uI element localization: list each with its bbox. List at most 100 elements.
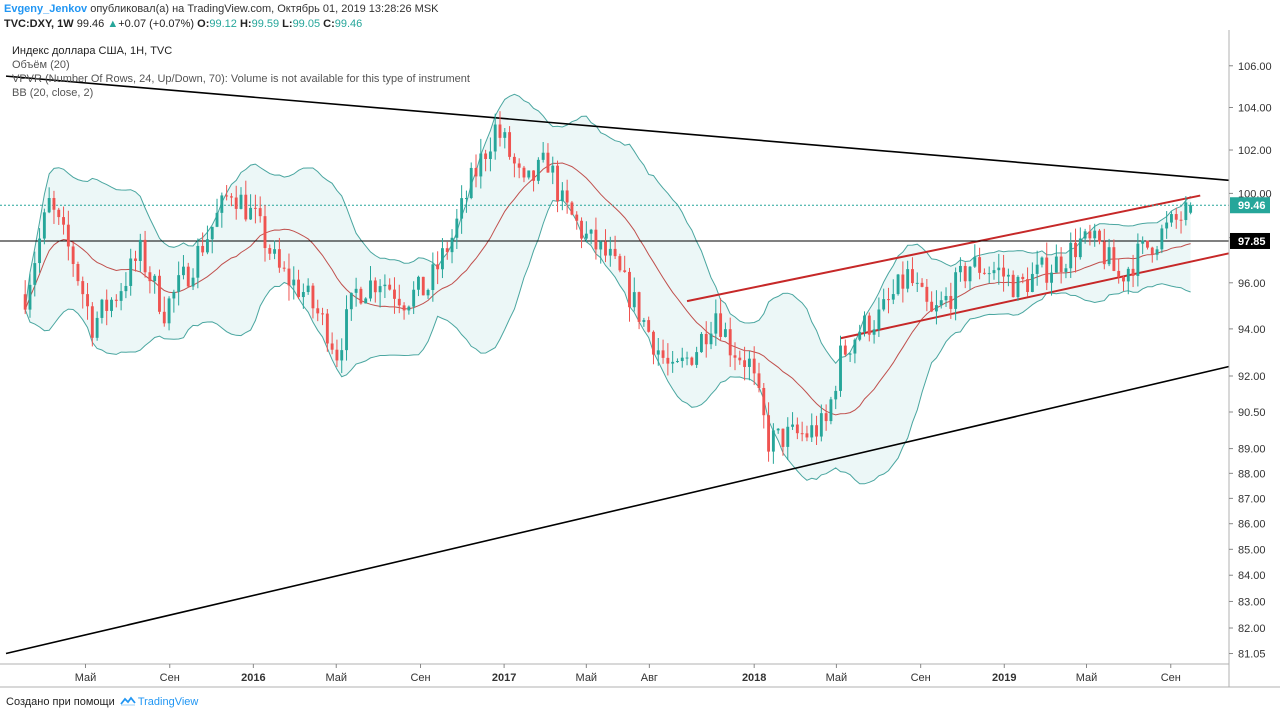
candle bbox=[527, 170, 531, 180]
candle bbox=[129, 248, 133, 296]
candle bbox=[373, 277, 377, 303]
candle bbox=[330, 332, 334, 355]
candle bbox=[795, 417, 799, 440]
x-tick-label: 2018 bbox=[742, 672, 766, 684]
candle bbox=[282, 261, 286, 272]
candle bbox=[915, 272, 919, 293]
candle bbox=[1078, 227, 1082, 260]
candle bbox=[1026, 267, 1030, 297]
open-label: O: bbox=[197, 18, 210, 30]
publish-info: Evgeny_Jenkov опубликовал(а) на TradingV… bbox=[4, 2, 439, 16]
candle bbox=[81, 276, 85, 309]
candle bbox=[479, 138, 483, 189]
candle bbox=[359, 286, 363, 305]
author-name[interactable]: Evgeny_Jenkov bbox=[4, 3, 88, 15]
candle bbox=[1179, 211, 1183, 234]
candle bbox=[148, 266, 152, 294]
candle bbox=[306, 278, 310, 295]
candle bbox=[143, 230, 147, 278]
candle bbox=[1165, 211, 1169, 239]
candle bbox=[1006, 268, 1010, 287]
legend-vpvr[interactable]: VPVR (Number Of Rows, 24, Up/Down, 70): … bbox=[12, 73, 470, 85]
candle bbox=[939, 291, 943, 309]
candle bbox=[110, 297, 113, 318]
candle bbox=[426, 288, 430, 299]
candle bbox=[618, 253, 622, 273]
candle bbox=[383, 274, 387, 299]
resistance-line[interactable] bbox=[5, 75, 1230, 182]
bb-upper bbox=[24, 93, 1191, 364]
candle bbox=[474, 154, 478, 188]
candle bbox=[412, 281, 416, 315]
candle bbox=[580, 217, 583, 249]
candle bbox=[637, 291, 641, 330]
candle bbox=[258, 196, 262, 223]
candle bbox=[599, 240, 603, 264]
candle bbox=[186, 262, 190, 288]
candle bbox=[944, 287, 948, 307]
candle bbox=[201, 232, 205, 256]
candle bbox=[906, 260, 910, 293]
candle bbox=[1016, 275, 1020, 301]
symbol: TVC:DXY, 1W bbox=[4, 18, 74, 30]
candle bbox=[800, 421, 804, 442]
high-label: H: bbox=[239, 18, 252, 30]
ohlc-bar: TVC:DXY, 1W 99.46 ▲+0.07 (+0.07%) O:99.1… bbox=[4, 17, 362, 31]
candle bbox=[791, 412, 794, 430]
candle bbox=[829, 396, 833, 425]
candle bbox=[565, 179, 569, 214]
candle bbox=[608, 236, 612, 267]
candle bbox=[42, 208, 46, 245]
y-tick-label: 86.00 bbox=[1238, 519, 1266, 531]
channel-bottom-line[interactable] bbox=[840, 252, 1230, 340]
candle bbox=[887, 287, 890, 314]
axes: 106.00104.00102.00100.0098.0096.0094.009… bbox=[0, 30, 1280, 688]
candle bbox=[1117, 258, 1121, 284]
x-tick-label: Сен bbox=[160, 672, 180, 684]
legend-title[interactable]: Индекс доллара США, 1Н, TVC bbox=[12, 45, 173, 57]
support-line[interactable] bbox=[5, 365, 1230, 655]
candle bbox=[949, 282, 953, 319]
candle bbox=[182, 255, 185, 280]
made-with-text: Создано при помощи bbox=[6, 696, 115, 708]
candle bbox=[699, 332, 703, 353]
candle bbox=[728, 317, 732, 367]
candle bbox=[325, 309, 329, 352]
candle bbox=[311, 283, 315, 319]
candle bbox=[1030, 262, 1034, 293]
candle bbox=[1040, 256, 1044, 268]
publish-date: опубликовал(а) на TradingView.com, Октяб… bbox=[90, 3, 439, 15]
candle bbox=[498, 111, 502, 147]
candle bbox=[680, 347, 684, 368]
candle bbox=[723, 322, 727, 338]
candle bbox=[911, 257, 914, 286]
legend-bb[interactable]: BB (20, close, 2) bbox=[12, 87, 94, 99]
candle bbox=[642, 317, 646, 327]
candle bbox=[839, 335, 842, 397]
candle bbox=[1112, 239, 1116, 272]
tradingview-link[interactable]: TradingView bbox=[137, 696, 199, 708]
candle bbox=[316, 299, 320, 322]
candle bbox=[541, 142, 545, 163]
low-value: 99.05 bbox=[292, 18, 321, 30]
legend-volume[interactable]: Объём (20) bbox=[12, 59, 70, 71]
candle bbox=[1155, 245, 1159, 261]
bb-fill bbox=[25, 94, 1191, 484]
candle bbox=[100, 298, 104, 324]
channel-top-line[interactable] bbox=[686, 194, 1201, 303]
candle bbox=[656, 338, 660, 366]
open-value: 99.12 bbox=[209, 18, 237, 30]
x-tick-label: Сен bbox=[1161, 672, 1181, 684]
candle bbox=[52, 190, 56, 224]
candle bbox=[1050, 264, 1053, 296]
candle bbox=[570, 200, 574, 216]
candle bbox=[388, 278, 392, 291]
candle bbox=[556, 160, 559, 213]
candle bbox=[436, 251, 440, 285]
candle bbox=[369, 266, 372, 302]
candles bbox=[23, 111, 1193, 464]
y-tick-label: 82.00 bbox=[1238, 623, 1266, 635]
candle bbox=[1064, 263, 1068, 279]
candle bbox=[853, 338, 857, 364]
